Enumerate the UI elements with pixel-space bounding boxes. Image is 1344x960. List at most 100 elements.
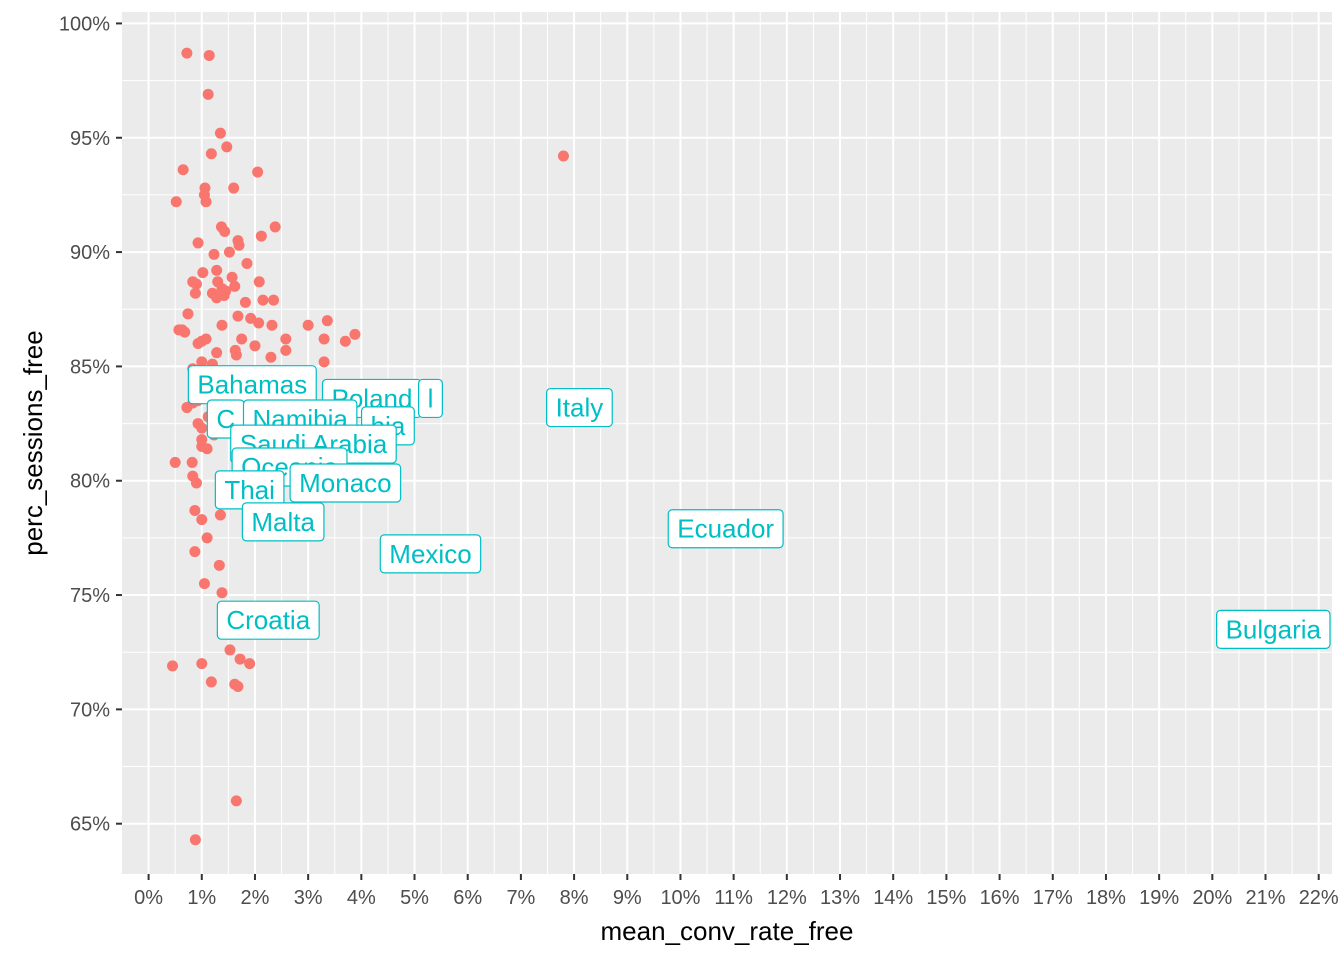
data-point — [205, 676, 217, 688]
grid-minor — [122, 12, 1332, 874]
x-tick-label: 20% — [1192, 887, 1232, 909]
data-point — [234, 653, 246, 665]
data-point — [208, 248, 220, 260]
data-point — [196, 422, 208, 434]
data-point — [177, 164, 189, 176]
label-text: Thai — [224, 475, 275, 505]
data-point — [232, 681, 244, 693]
data-point — [339, 335, 351, 347]
point-label: Italy — [545, 387, 613, 428]
data-point — [228, 182, 240, 194]
point-label: Malta — [241, 502, 325, 542]
data-point — [190, 278, 202, 290]
data-point — [218, 290, 230, 302]
data-point — [211, 347, 223, 359]
x-tick-label: 13% — [820, 887, 860, 909]
x-tick-labels: 0% 1% 2% 3% 4% 5% 6% 7% 8% 9% 10% 11% 12% 13% 14% 15% 16… — [134, 887, 1339, 909]
data-point — [190, 477, 202, 489]
x-tick-label: 8% — [560, 887, 589, 909]
y-tick-label: 80% — [70, 471, 110, 493]
data-point — [211, 264, 223, 276]
data-point — [182, 308, 194, 320]
data-point — [167, 660, 179, 672]
data-point — [198, 578, 210, 590]
data-point — [181, 47, 193, 59]
point-label: Ecuador — [667, 509, 784, 549]
data-point — [226, 271, 238, 283]
data-point — [257, 294, 269, 306]
data-point — [245, 312, 257, 324]
data-point — [265, 351, 277, 363]
data-point — [223, 246, 235, 258]
data-point — [232, 310, 244, 322]
data-point — [189, 504, 201, 516]
point-label: Mexico — [379, 534, 482, 574]
data-point — [269, 221, 281, 233]
data-point — [186, 456, 198, 468]
x-tick-label: 0% — [134, 887, 163, 909]
x-tick-label: 3% — [294, 887, 323, 909]
x-tick-label: 17% — [1033, 887, 1073, 909]
point-label: Bulgaria — [1215, 609, 1331, 649]
data-point — [213, 559, 225, 571]
data-point — [200, 196, 212, 208]
x-tick-label: 5% — [400, 887, 429, 909]
x-tick-label: 15% — [926, 887, 966, 909]
data-point — [201, 443, 213, 455]
x-tick-label: 2% — [241, 887, 270, 909]
y-tick-label: 65% — [70, 814, 110, 836]
data-point — [233, 239, 245, 251]
data-point — [241, 258, 253, 270]
data-point — [266, 319, 278, 331]
point-label: Bahamas — [187, 365, 317, 405]
data-point — [203, 49, 215, 61]
data-point — [197, 267, 209, 279]
data-point — [219, 226, 231, 238]
label-text: Bulgaria — [1226, 614, 1322, 644]
data-point — [221, 141, 233, 153]
data-point — [196, 514, 208, 526]
grid-major — [122, 12, 1332, 874]
data-point — [224, 644, 236, 656]
data-point — [230, 349, 242, 361]
data-point — [321, 315, 333, 327]
data-point — [302, 319, 314, 331]
data-point — [280, 344, 292, 356]
data-point — [196, 356, 208, 368]
data-point — [214, 509, 226, 521]
x-tick-label: 4% — [347, 887, 376, 909]
x-tick-label: 22% — [1299, 887, 1339, 909]
data-point — [349, 328, 361, 340]
label-box — [667, 509, 784, 549]
point-labels: BahamasPolandlItalyCNamibiabiaSaudi Arab… — [187, 365, 1331, 649]
y-tick-label: 70% — [70, 699, 110, 721]
y-tick-labels: 65% 70% 75% 80% 85% 90% 95% 100% — [59, 13, 110, 835]
label-text: Croatia — [226, 605, 310, 635]
label-text: Italy — [556, 393, 604, 423]
data-point — [216, 319, 228, 331]
data-point — [192, 338, 204, 350]
y-tick-label: 100% — [59, 13, 110, 35]
data-point — [268, 294, 280, 306]
y-axis-title: perc_sessions_free — [18, 330, 48, 555]
data-point — [253, 317, 265, 329]
data-point — [252, 166, 264, 178]
data-point — [205, 148, 217, 160]
data-point — [214, 127, 226, 139]
label-box — [241, 502, 325, 542]
x-tick-label: 16% — [980, 887, 1020, 909]
y-tick-label: 90% — [70, 242, 110, 264]
point-label: l — [417, 378, 443, 419]
x-tick-label: 19% — [1139, 887, 1179, 909]
label-text: Mexico — [389, 539, 471, 569]
label-text: Ecuador — [677, 514, 774, 544]
label-text: Malta — [251, 507, 315, 537]
data-point — [239, 296, 251, 308]
label-box — [289, 463, 402, 503]
data-point — [189, 834, 201, 846]
data-point — [169, 456, 181, 468]
point-label: Croatia — [216, 600, 320, 640]
x-tick-label: 11% — [714, 887, 753, 909]
label-text: C — [216, 404, 235, 434]
data-point — [318, 333, 330, 345]
